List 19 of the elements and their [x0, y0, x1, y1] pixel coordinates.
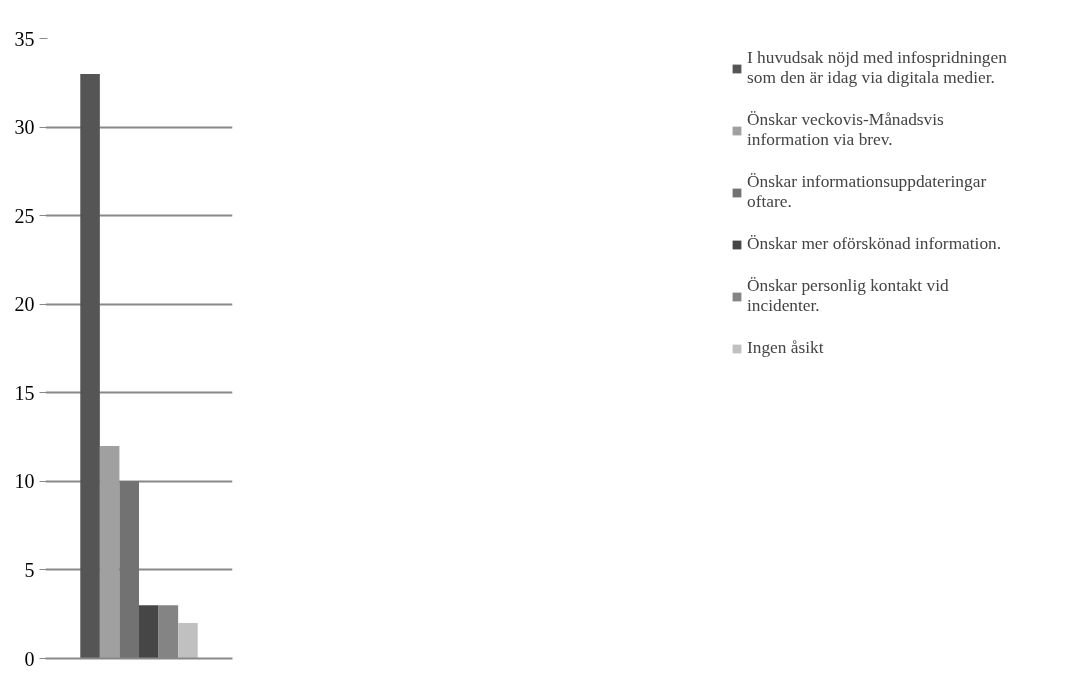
bar	[99, 445, 120, 659]
y-tick-label: 5	[24, 558, 35, 581]
y-tick-label: 20	[14, 293, 35, 316]
y-tick-label: 25	[14, 204, 35, 227]
legend-label: Önskar mer oförskönad information.	[747, 234, 1003, 254]
y-tick-label: 15	[14, 381, 35, 404]
bar	[178, 623, 198, 659]
bar	[139, 605, 159, 659]
y-tick-label: 35	[14, 27, 35, 50]
y-tick-label: 0	[24, 647, 35, 670]
y-tick-label: 10	[14, 470, 35, 493]
y-tick-label: 30	[14, 116, 35, 139]
legend-label: Önskar informationsuppdateringar oftare.	[747, 172, 988, 212]
legend-label: Ingen åsikt	[747, 338, 825, 358]
legend-label: Önskar veckovis-Månadsvis information via brev.	[747, 110, 945, 150]
bar	[80, 73, 100, 659]
legend-label: I huvudsak nöjd med infospridningen som den är idag via digitala medier.	[747, 48, 1008, 88]
legend-label: Önskar personlig kontakt vid incidenter.	[747, 276, 950, 316]
bar	[119, 481, 139, 659]
